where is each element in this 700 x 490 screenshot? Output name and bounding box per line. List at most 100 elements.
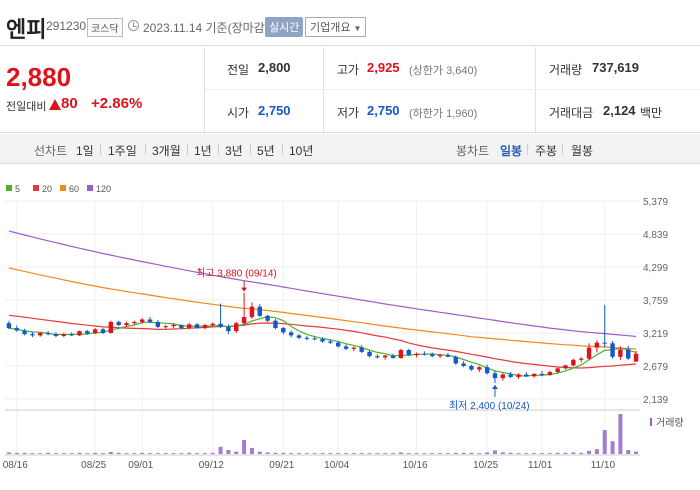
volume-bar (634, 451, 639, 454)
volume-bar (179, 453, 184, 454)
legend-label: 120 (96, 184, 111, 194)
candle-body (139, 319, 145, 322)
candle-body (367, 351, 372, 357)
candle-body (312, 338, 317, 340)
candle-body (375, 356, 380, 358)
candle-body (390, 355, 396, 358)
volume-bar (626, 450, 631, 454)
period-10y[interactable]: 10년 (289, 144, 314, 158)
y-tick-label: 3,219 (643, 329, 668, 340)
candle-body (210, 323, 215, 325)
volume-bar (14, 452, 19, 454)
volume-bar (195, 453, 200, 454)
candle-body (30, 334, 35, 336)
candle-body (61, 334, 66, 336)
volume-bar (485, 452, 490, 454)
candle-body (469, 365, 474, 370)
volume-bar (406, 453, 411, 454)
volume-bar (304, 453, 309, 454)
separator (187, 144, 188, 155)
candle-body (539, 373, 545, 376)
separator (145, 144, 146, 155)
period-1y[interactable]: 1년 (194, 144, 212, 158)
volume-bar (461, 452, 466, 454)
volume-bar (398, 452, 403, 454)
volume-bar (547, 453, 552, 454)
company-overview-button[interactable]: 기업개요 ▼ (305, 17, 367, 37)
price-chart[interactable]: 5 20 60 120 5,379 4,839 4,299 3,759 3,219 2,679 2,… (0, 165, 700, 490)
candle-daily[interactable]: 일봉 (500, 144, 523, 158)
clock-icon (128, 20, 139, 31)
volume-bar (587, 450, 592, 454)
upper-limit: (상한가 3,640) (409, 65, 478, 77)
candle-body (383, 355, 388, 358)
legend-swatch (60, 185, 66, 191)
volume-bar (453, 452, 458, 454)
amount-value: 2,124 (603, 103, 636, 118)
candle-monthly[interactable]: 월봉 (571, 144, 594, 158)
candle-body (610, 343, 615, 357)
volume-bar (492, 450, 497, 454)
volume-bar (367, 453, 372, 454)
y-tick-label: 4,839 (643, 230, 668, 241)
candle-body (92, 329, 98, 334)
candle-body (453, 356, 458, 364)
period-3m[interactable]: 3개월 (152, 144, 181, 158)
volume-legend-label: 거래량 (656, 417, 684, 429)
candle-body (124, 323, 129, 325)
candle-body (234, 323, 239, 332)
change-rate: +2.86% (91, 95, 143, 112)
candle-body (53, 334, 59, 336)
volume-bar (234, 451, 239, 454)
volume-bar (516, 453, 521, 454)
candle-body (618, 349, 623, 357)
volume-bar (6, 452, 11, 454)
realtime-button[interactable]: 실시간 (265, 17, 304, 37)
candle-body (586, 347, 592, 359)
candle-body (328, 341, 333, 343)
high-value: 2,925 (367, 60, 400, 75)
x-tick-label: 10/16 (403, 460, 428, 471)
candlestick-chart: 5 20 60 120 5,379 4,839 4,299 3,759 3,219 2,679 2,… (3, 184, 684, 471)
volume-bar (93, 452, 98, 454)
volume-bar (210, 452, 215, 454)
change-label: 전일대비 (6, 101, 47, 113)
candle-weekly[interactable]: 주봉 (535, 144, 558, 158)
volume-bar (579, 452, 584, 454)
candle-body (594, 342, 600, 348)
change-value: 80 (61, 95, 78, 112)
line-chart-label: 선차트 (34, 144, 68, 158)
candle-body (398, 350, 404, 358)
divider (204, 47, 205, 133)
volume-bar (422, 453, 427, 454)
ma-60-line (8, 267, 637, 350)
period-3y[interactable]: 3년 (225, 144, 243, 158)
divider (323, 47, 324, 133)
volume-bar (46, 452, 51, 454)
period-1d[interactable]: 1일 (76, 144, 94, 158)
stock-name[interactable]: 엔피 (6, 17, 47, 42)
volume-bar (265, 452, 270, 454)
candle-body (226, 326, 231, 332)
candle-body (555, 368, 560, 373)
period-5y[interactable]: 5년 (257, 144, 275, 158)
period-1w[interactable]: 1주일 (108, 144, 137, 158)
separator (527, 144, 528, 155)
volume-bar (187, 452, 192, 454)
candle-body (38, 332, 43, 336)
candle-body (508, 374, 513, 377)
candle-body (218, 323, 223, 327)
volume-bar (226, 450, 231, 454)
candle-body (524, 374, 529, 377)
volume-bar (438, 453, 443, 454)
candle-body (484, 367, 490, 374)
candle-body (296, 335, 302, 338)
volume-bar (38, 453, 43, 454)
candle-body (422, 353, 427, 355)
x-tick-label: 09/01 (128, 460, 153, 471)
volume-bar (116, 452, 121, 454)
volume-bar (249, 448, 254, 454)
volume-bar (85, 453, 90, 454)
candle-body (77, 331, 82, 336)
volume-bar (30, 453, 35, 454)
